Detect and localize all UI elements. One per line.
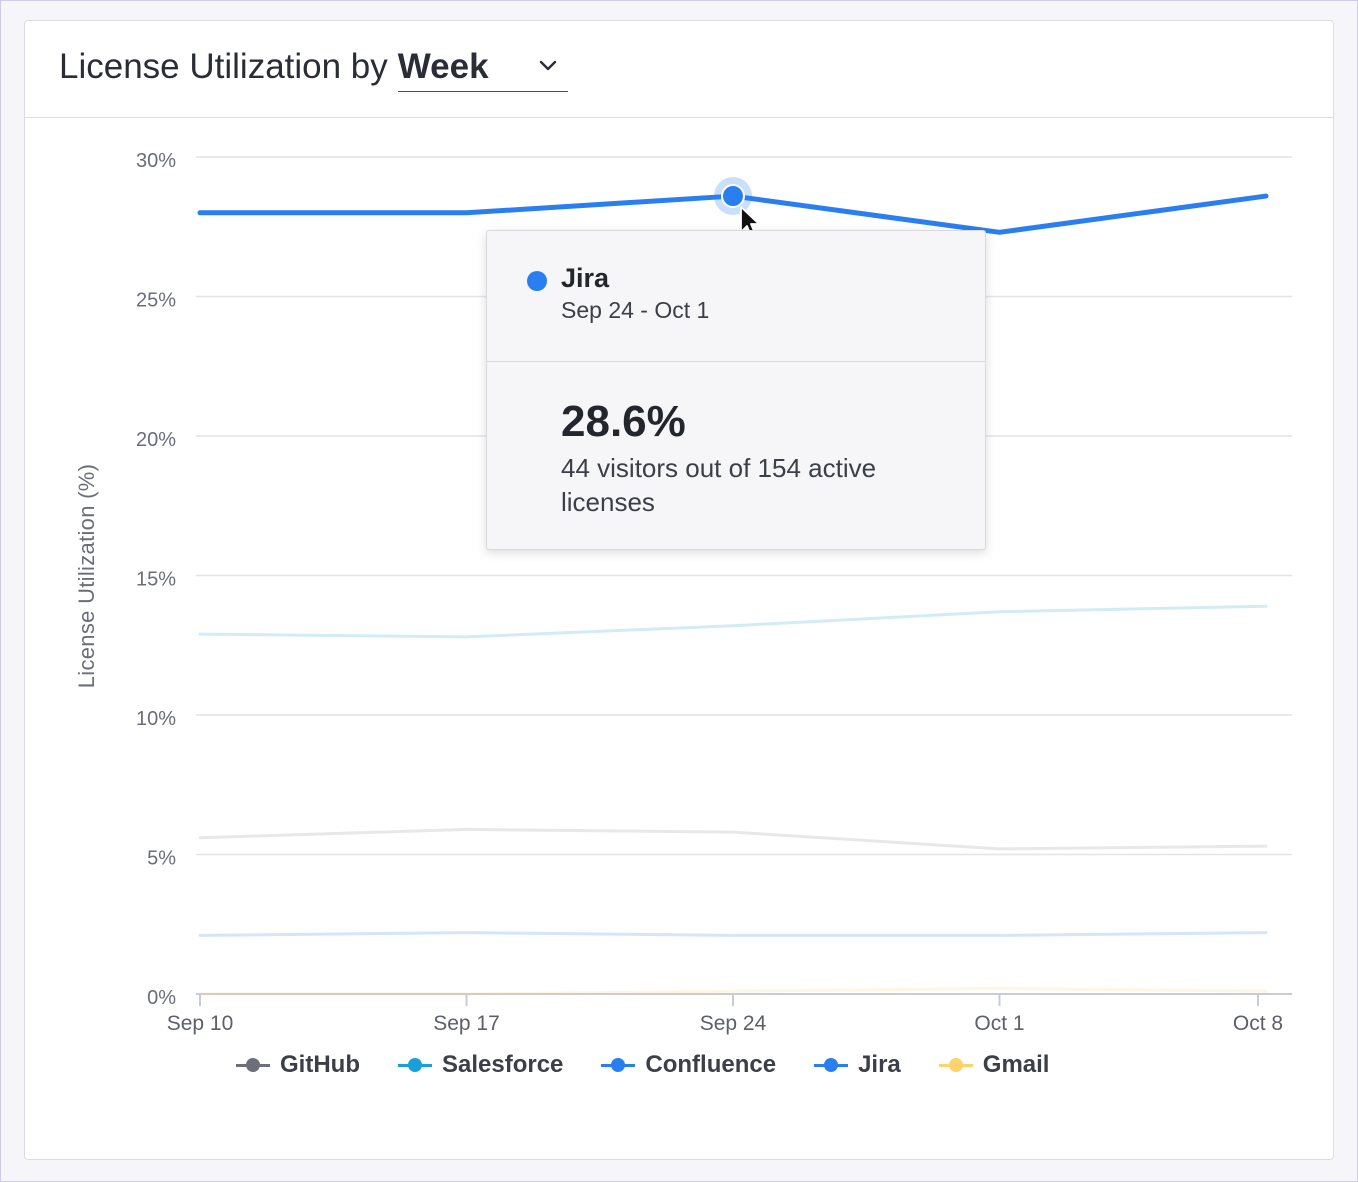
legend-label: Salesforce (441, 1051, 564, 1078)
legend: GitHub Salesforce Confluence Jira Gmail (236, 1050, 1049, 1080)
series-line-salesforce (198, 604, 1268, 639)
legend-item-gmail[interactable]: Gmail (938, 1051, 1050, 1079)
legend-marker-dot (611, 1058, 626, 1072)
legend-label: Confluence (645, 1051, 777, 1078)
series-lines (197, 193, 1269, 996)
series-line-confluence (198, 931, 1268, 937)
card-header: License Utilization by Week (25, 21, 1333, 118)
y-tick-label: 15% (136, 569, 176, 591)
highlight-point (721, 184, 745, 209)
legend-item-jira[interactable]: Jira (814, 1051, 901, 1079)
y-tick-label: 30% (136, 150, 176, 172)
chart-title: License Utilization by Week (59, 47, 568, 92)
legend-marker-dot (246, 1058, 260, 1072)
x-tick-label: Oct 1 (974, 1012, 1024, 1035)
legend-marker (601, 1058, 636, 1072)
tooltip-detail: 44 visitors out of 154 active licenses (561, 453, 877, 517)
x-tick-label: Oct 8 (1233, 1012, 1283, 1035)
x-tick-label: Sep 17 (433, 1012, 500, 1035)
legend-marker-dot (948, 1058, 963, 1072)
chart-tooltip: Jira Sep 24 - Oct 1 28.6% 44 visitors ou… (486, 230, 986, 550)
y-tick-label: 0% (147, 987, 176, 1009)
y-axis: 0% 5% 10% 15% 20% 25% 30% (136, 150, 176, 1009)
legend-item-confluence[interactable]: Confluence (601, 1051, 776, 1079)
tooltip-series-name: Jira (561, 263, 610, 293)
legend-marker (814, 1058, 849, 1072)
legend-label: Gmail (982, 1051, 1050, 1078)
series-color-dot (527, 271, 547, 291)
legend-marker (397, 1058, 432, 1072)
legend-label: Jira (858, 1051, 901, 1078)
tooltip-header: Jira Sep 24 - Oct 1 (487, 231, 985, 362)
legend-item-github[interactable]: GitHub (236, 1051, 360, 1079)
title-prefix: License Utilization by (59, 47, 388, 86)
legend-marker (236, 1058, 270, 1072)
y-tick-label: 25% (136, 290, 176, 312)
legend-label: GitHub (280, 1051, 360, 1078)
period-select-value: Week (397, 47, 489, 86)
y-tick-label: 20% (136, 429, 176, 451)
highlight-marker (714, 177, 752, 216)
legend-marker-dot (824, 1058, 839, 1072)
chevron-down-icon (539, 60, 556, 71)
x-tick-label: Sep 10 (167, 1012, 234, 1035)
legend-marker-dot (407, 1058, 422, 1072)
x-axis: Sep 10 Sep 17 Sep 24 Oct 1 Oct 8 (167, 993, 1292, 1035)
legend-item-salesforce[interactable]: Salesforce (397, 1051, 564, 1079)
legend-marker (938, 1058, 973, 1072)
period-select[interactable]: Week (397, 47, 568, 92)
y-tick-label: 10% (136, 708, 176, 730)
tooltip-value: 28.6% (561, 397, 686, 446)
y-axis-label: License Utilization (%) (74, 464, 99, 689)
x-tick-label: Sep 24 (700, 1012, 767, 1035)
chart-card: License Utilization by Week (24, 20, 1334, 1160)
grid (196, 156, 1292, 856)
tooltip-date-range: Sep 24 - Oct 1 (561, 297, 710, 323)
series-line-gmail (198, 986, 1268, 996)
y-tick-label: 5% (147, 848, 176, 870)
series-line-github (198, 827, 1268, 851)
